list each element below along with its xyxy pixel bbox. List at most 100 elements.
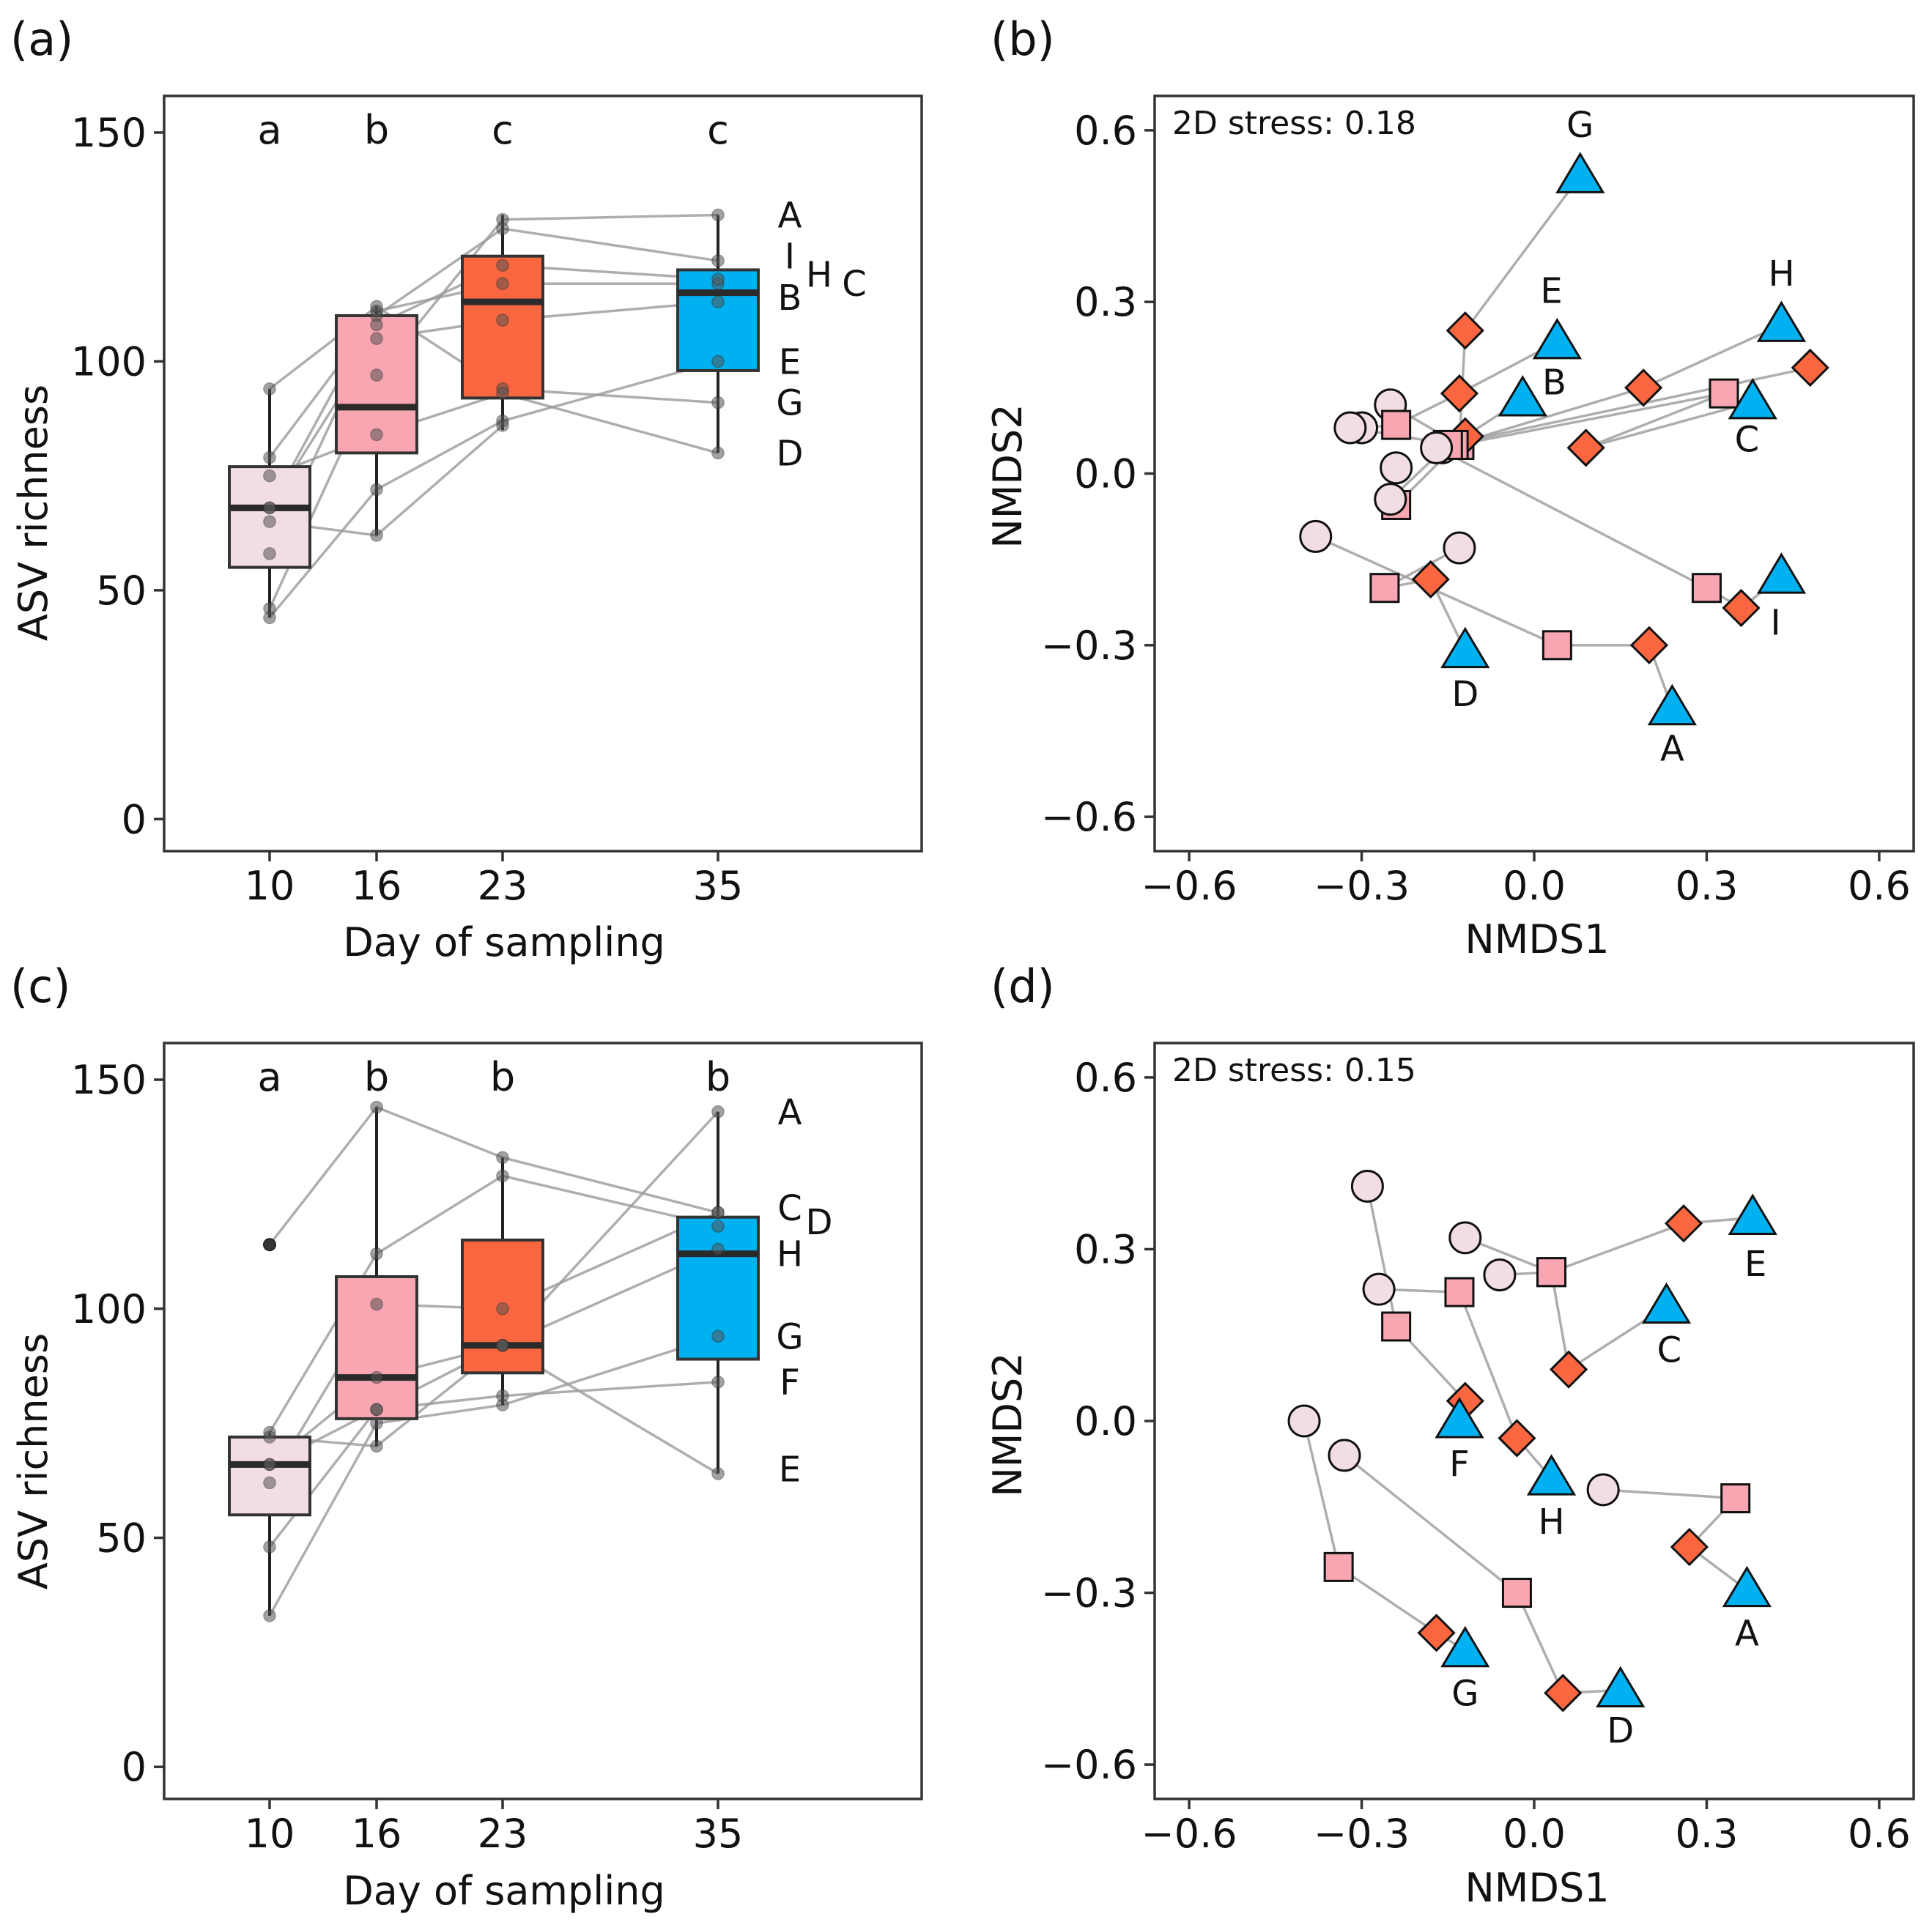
marker-G-day23 xyxy=(1446,311,1484,350)
y-tick-label: 150 xyxy=(71,110,147,156)
subject-point xyxy=(370,1297,383,1311)
subject-point xyxy=(370,368,383,382)
marker-D-day10 xyxy=(1328,1439,1361,1472)
sample-label-A: A xyxy=(778,195,802,236)
subject-point xyxy=(496,1151,509,1165)
marker-I-day16 xyxy=(1691,573,1722,604)
sample-label-F: F xyxy=(780,1362,800,1403)
sample-label-I: I xyxy=(785,237,795,278)
subject-point xyxy=(711,355,725,368)
subject-point xyxy=(263,1458,276,1472)
marker-C-day16 xyxy=(1536,1257,1567,1288)
sample-label-B: B xyxy=(778,278,802,319)
x-tick-label: 35 xyxy=(693,1811,744,1857)
x-tick-label: 35 xyxy=(693,863,744,909)
marker-H-day35 xyxy=(1526,1454,1577,1496)
sample-label-H: H xyxy=(1768,253,1794,294)
sample-label-D: D xyxy=(777,433,804,474)
sample-label-B: B xyxy=(1542,363,1566,404)
x-tick-label: 0.3 xyxy=(1676,863,1739,909)
plot-frame xyxy=(1153,1042,1915,1800)
y-tick-label: −0.3 xyxy=(1041,623,1137,669)
subject-trajectory xyxy=(269,392,719,478)
trajectory-G xyxy=(1303,1420,1466,1652)
subject-trajectory xyxy=(268,1174,719,1433)
marker-I-day10 xyxy=(1420,431,1454,464)
marker-H-day23 xyxy=(1498,1419,1536,1458)
significance-letter: a xyxy=(257,107,281,153)
subject-point xyxy=(711,1105,725,1118)
y-tick-label: 0 xyxy=(122,1744,147,1790)
subject-point xyxy=(263,382,276,396)
subject-point xyxy=(496,222,509,235)
panel-letter-b: (b) xyxy=(991,12,1055,66)
subject-point xyxy=(496,313,509,327)
marker-A-day23 xyxy=(1670,1527,1709,1567)
marker-A-day10 xyxy=(1586,1473,1620,1507)
subject-point xyxy=(711,1376,725,1389)
subject-point xyxy=(263,1540,276,1554)
y-tick-label: −0.6 xyxy=(1041,794,1137,840)
y-tick-label: 0 xyxy=(122,796,147,842)
subject-trajectory xyxy=(268,300,719,509)
marker-F-day16 xyxy=(1381,1311,1412,1342)
marker-I-day23 xyxy=(1722,588,1761,628)
significance-letter: c xyxy=(707,107,729,153)
y-tick-label: 100 xyxy=(71,338,147,385)
subject-point xyxy=(496,259,509,272)
subject-trajectory xyxy=(268,360,719,619)
panel-a-xlabel: Day of sampling xyxy=(343,919,665,965)
panel-d-xlabel: NMDS1 xyxy=(1465,1865,1609,1911)
subject-point xyxy=(370,1417,383,1430)
sample-label-C: C xyxy=(1735,420,1760,461)
x-tick-label: 0.3 xyxy=(1676,1811,1739,1857)
marker-B-day10 xyxy=(1380,451,1413,485)
plot-frame xyxy=(163,1042,923,1800)
subject-point xyxy=(370,1370,383,1384)
sample-label-A: A xyxy=(1735,1613,1759,1654)
y-tick-label: 50 xyxy=(96,1515,147,1561)
marker-H-day35 xyxy=(1756,300,1807,342)
marker-E-day35 xyxy=(1728,1193,1777,1235)
panel-b-xlabel: NMDS1 xyxy=(1465,916,1609,962)
significance-letter: b xyxy=(364,107,389,153)
subject-point xyxy=(370,529,383,542)
subject-point xyxy=(496,277,509,290)
sample-label-H: H xyxy=(806,255,832,296)
subject-trajectory xyxy=(268,1105,719,1246)
x-tick-label: −0.3 xyxy=(1314,863,1410,909)
significance-letter: b xyxy=(490,1054,515,1100)
subject-point xyxy=(370,1100,383,1114)
x-tick-label: 0.0 xyxy=(1503,863,1566,909)
sample-label-E: E xyxy=(779,341,801,382)
sample-label-E: E xyxy=(1744,1244,1766,1285)
significance-letter: b xyxy=(706,1054,730,1100)
x-tick-label: −0.6 xyxy=(1141,863,1237,909)
marker-C-day23 xyxy=(1549,1350,1588,1389)
marker-A-day23 xyxy=(1629,626,1669,664)
sample-label-C: C xyxy=(1657,1329,1682,1370)
plot-frame xyxy=(163,94,923,853)
trajectory-C xyxy=(1499,1270,1668,1372)
marker-E-day23 xyxy=(1664,1204,1703,1243)
marker-C-day16 xyxy=(1709,378,1739,409)
subject-point xyxy=(370,1439,383,1453)
trajectory-A xyxy=(1315,535,1674,709)
marker-A-day10 xyxy=(1299,519,1333,553)
subject-trajectory xyxy=(268,1110,719,1466)
panel-d-ylabel: NMDS2 xyxy=(985,1352,1031,1496)
subject-point xyxy=(496,419,509,432)
subject-point xyxy=(711,254,725,267)
x-tick-label: 10 xyxy=(245,1811,295,1857)
marker-H-day23 xyxy=(1624,368,1663,407)
marker-G-day35 xyxy=(1555,152,1605,193)
subject-point xyxy=(263,1476,276,1490)
subject-point xyxy=(370,332,383,345)
y-tick-label: 150 xyxy=(71,1057,147,1103)
trajectory-E xyxy=(1465,1216,1753,1274)
subject-point xyxy=(263,611,276,625)
trajectory-D xyxy=(1343,1454,1621,1695)
subject-trajectory xyxy=(269,1343,719,1475)
marker-F-day10 xyxy=(1374,483,1407,516)
